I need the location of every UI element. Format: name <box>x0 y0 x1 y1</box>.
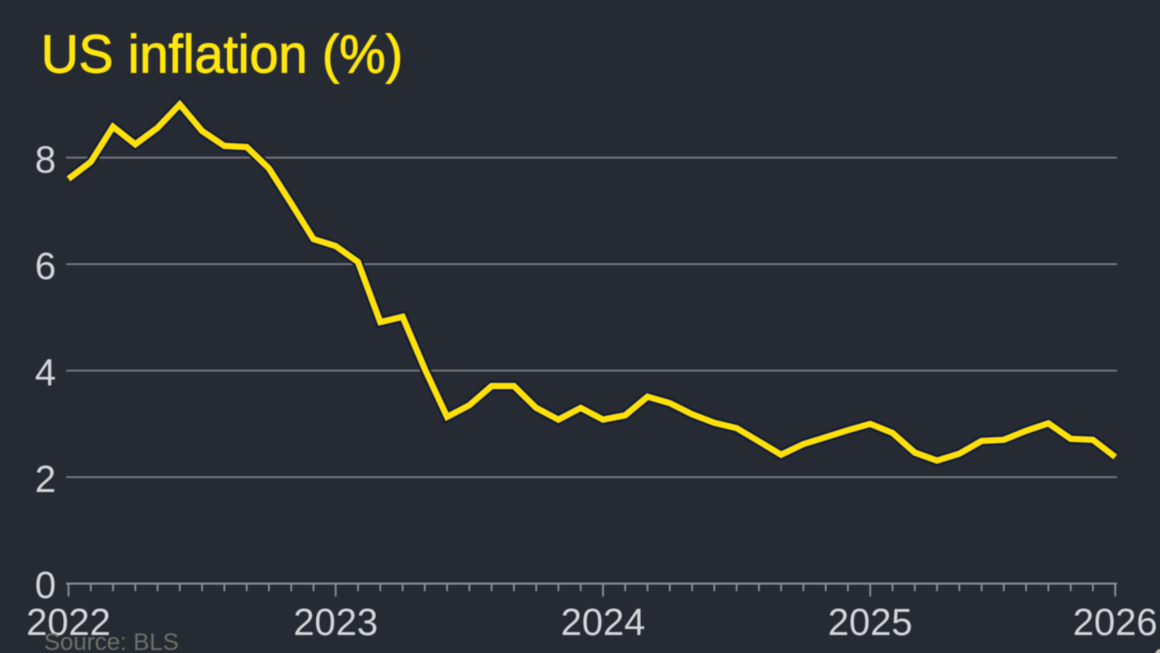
svg-text:2025: 2025 <box>828 602 913 644</box>
svg-text:Source: BLS: Source: BLS <box>44 629 179 653</box>
svg-text:8: 8 <box>35 140 56 182</box>
svg-text:2023: 2023 <box>293 602 378 644</box>
svg-text:6: 6 <box>35 246 56 288</box>
svg-text:2022: 2022 <box>26 602 111 644</box>
svg-text:2026: 2026 <box>1073 602 1158 644</box>
svg-text:4: 4 <box>35 353 56 395</box>
svg-text:2: 2 <box>35 459 56 501</box>
svg-text:US inflation (%): US inflation (%) <box>41 25 403 85</box>
svg-text:2024: 2024 <box>561 602 646 644</box>
svg-text:0: 0 <box>35 565 56 607</box>
